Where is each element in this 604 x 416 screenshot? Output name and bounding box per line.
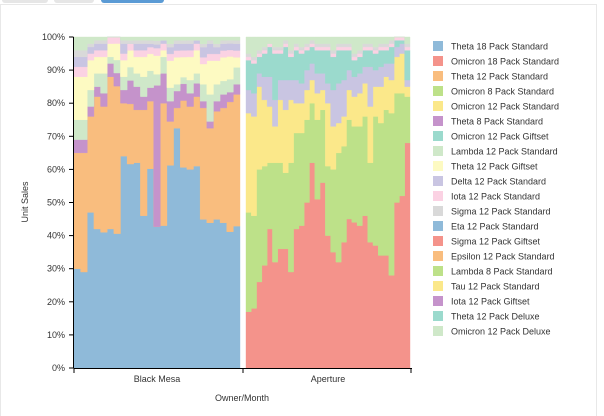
- legend-label: Theta 12 Pack Deluxe: [451, 312, 540, 322]
- legend-swatch: [433, 326, 443, 336]
- y-tick-label: 10%: [47, 330, 65, 340]
- legend-swatch: [433, 311, 443, 321]
- legend-label: Sigma 12 Pack Giftset: [451, 237, 541, 247]
- legend-item[interactable]: Sigma 12 Pack Standard: [433, 206, 551, 217]
- legend-item[interactable]: Iota 12 Pack Giftset: [433, 296, 530, 307]
- legend-item[interactable]: Theta 12 Pack Deluxe: [433, 311, 540, 322]
- legend-item[interactable]: Lambda 8 Pack Standard: [433, 266, 553, 277]
- y-tick-label: 20%: [47, 297, 65, 307]
- x-axis-title: Owner/Month: [215, 393, 269, 403]
- y-tick-label: 50%: [47, 198, 65, 208]
- area-omicron-12-pack-deluxe[interactable]: [245, 36, 411, 58]
- legend-label: Eta 12 Pack Standard: [451, 222, 539, 232]
- legend-item[interactable]: Theta 18 Pack Standard: [433, 41, 548, 52]
- y-tick-label: 80%: [47, 98, 65, 108]
- legend-item[interactable]: Tau 12 Pack Standard: [433, 281, 540, 292]
- legend-label: Tau 12 Pack Standard: [451, 282, 540, 292]
- legend: Theta 18 Pack Standard Omicron 18 Pack St…: [433, 41, 559, 337]
- legend-label: Delta 12 Pack Standard: [451, 177, 546, 187]
- y-tick-label: 100%: [42, 32, 65, 42]
- legend-label: Epsilon 12 Pack Standard: [451, 252, 555, 262]
- y-tick-label: 30%: [47, 264, 65, 274]
- axes: 0% 10% 20% 30% 40% 50% 60% 70% 80% 90% 100% Black M…: [42, 32, 412, 384]
- legend-label: Theta 12 Pack Giftset: [451, 162, 538, 172]
- legend-label: Omicron 8 Pack Standard: [451, 87, 554, 97]
- legend-swatch: [433, 41, 443, 51]
- legend-swatch: [433, 236, 443, 246]
- x-group-label: Aperture: [311, 374, 346, 384]
- legend-item[interactable]: Omicron 8 Pack Standard: [433, 86, 554, 97]
- area-omicron-12-pack-deluxe[interactable]: [73, 36, 241, 51]
- legend-label: Omicron 12 Pack Deluxe: [451, 327, 551, 337]
- legend-item[interactable]: Theta 8 Pack Standard: [433, 116, 543, 127]
- x-group-label: Black Mesa: [134, 374, 181, 384]
- legend-label: Iota 12 Pack Standard: [451, 192, 540, 202]
- legend-item[interactable]: Epsilon 12 Pack Standard: [433, 251, 555, 262]
- legend-label: Iota 12 Pack Giftset: [451, 297, 530, 307]
- legend-label: Omicron 12 Pack Standard: [451, 102, 559, 112]
- y-tick-label: 60%: [47, 164, 65, 174]
- panel-black-mesa: [73, 36, 241, 369]
- legend-swatch: [433, 71, 443, 81]
- y-axis-title: Unit Sales: [20, 181, 30, 223]
- y-tick-label: 40%: [47, 231, 65, 241]
- legend-swatch: [433, 101, 443, 111]
- legend-swatch: [433, 146, 443, 156]
- legend-swatch: [433, 221, 443, 231]
- legend-label: Lambda 12 Pack Standard: [451, 147, 558, 157]
- legend-item[interactable]: Sigma 12 Pack Giftset: [433, 236, 541, 247]
- legend-label: Sigma 12 Pack Standard: [451, 207, 551, 217]
- legend-label: Omicron 18 Pack Standard: [451, 57, 559, 67]
- legend-label: Lambda 8 Pack Standard: [451, 267, 553, 277]
- legend-item[interactable]: Theta 12 Pack Giftset: [433, 161, 538, 172]
- legend-label: Theta 18 Pack Standard: [451, 42, 548, 52]
- legend-item[interactable]: Iota 12 Pack Standard: [433, 191, 540, 202]
- legend-swatch: [433, 86, 443, 96]
- chart-panel: [0, 4, 597, 416]
- y-tick-label: 90%: [47, 65, 65, 75]
- legend-item[interactable]: Delta 12 Pack Standard: [433, 176, 546, 187]
- panel-aperture: [245, 36, 411, 369]
- y-tick-label: 70%: [47, 131, 65, 141]
- legend-swatch: [433, 161, 443, 171]
- legend-swatch: [433, 206, 443, 216]
- legend-item[interactable]: Theta 12 Pack Standard: [433, 71, 548, 82]
- legend-swatch: [433, 191, 443, 201]
- legend-item[interactable]: Omicron 18 Pack Standard: [433, 56, 559, 67]
- legend-item[interactable]: Omicron 12 Pack Standard: [433, 101, 559, 112]
- legend-swatch: [433, 131, 443, 141]
- plot-area: [73, 36, 411, 369]
- y-tick-label: 0%: [52, 363, 65, 373]
- tab-1[interactable]: [2, 0, 48, 3]
- legend-label: Theta 8 Pack Standard: [451, 117, 543, 127]
- legend-label: Theta 12 Pack Standard: [451, 72, 548, 82]
- legend-label: Omicron 12 Pack Giftset: [451, 132, 549, 142]
- legend-item[interactable]: Eta 12 Pack Standard: [433, 221, 539, 232]
- legend-item[interactable]: Omicron 12 Pack Deluxe: [433, 326, 551, 337]
- top-tab-strip: [0, 0, 604, 4]
- tab-active[interactable]: [101, 0, 164, 3]
- legend-swatch: [433, 281, 443, 291]
- legend-item[interactable]: Lambda 12 Pack Standard: [433, 146, 558, 157]
- legend-swatch: [433, 56, 443, 66]
- legend-swatch: [433, 266, 443, 276]
- legend-item[interactable]: Omicron 12 Pack Giftset: [433, 131, 549, 142]
- legend-swatch: [433, 296, 443, 306]
- legend-swatch: [433, 116, 443, 126]
- legend-swatch: [433, 251, 443, 261]
- tab-2[interactable]: [54, 0, 94, 3]
- legend-swatch: [433, 176, 443, 186]
